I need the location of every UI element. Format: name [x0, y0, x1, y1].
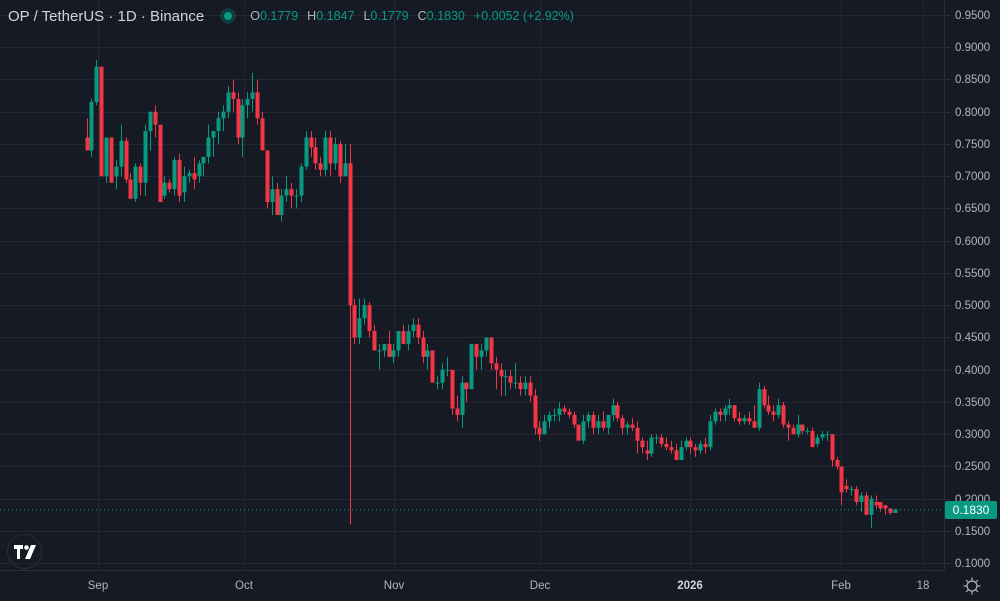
- price-tick-label: 0.9500: [955, 9, 991, 22]
- close-value: 0.1830: [426, 9, 465, 23]
- ohlc-values: O0.1779 H0.1847 L0.1779 C0.1830 +0.0052 …: [250, 9, 574, 23]
- price-tick-label: 0.5500: [955, 267, 991, 280]
- tradingview-logo-icon[interactable]: [7, 534, 42, 569]
- price-tick-label: 0.3500: [955, 396, 991, 409]
- price-tick-label: 0.1000: [955, 557, 991, 570]
- high-value: 0.1847: [316, 9, 355, 23]
- price-tick-label: 0.7500: [955, 138, 991, 151]
- close-label: C: [417, 9, 427, 23]
- price-tick-label: 0.6500: [955, 202, 991, 215]
- price-tick-label: 0.8500: [955, 73, 991, 86]
- price-tick-label: 0.5000: [955, 299, 991, 312]
- price-tick-label: 0.1500: [955, 525, 991, 538]
- price-tick-label: 0.7000: [955, 170, 991, 183]
- market-open-status-icon: [220, 8, 237, 24]
- price-axis[interactable]: 0.9500 0.9000 0.8500 0.8000 0.7500 0.7000 0.65…: [944, 0, 1000, 570]
- price-tick-label: 0.4000: [955, 364, 991, 377]
- price-change: +0.0052 (+2.92%): [473, 9, 574, 23]
- price-tick-label: 0.4500: [955, 331, 991, 344]
- symbol-legend: OP / TetherUS · 1D · Binance O0.1779 H0.…: [8, 6, 574, 26]
- price-tick-label: 0.9000: [955, 41, 991, 54]
- time-tick-label: Dec: [529, 580, 551, 592]
- high-label: H: [307, 9, 317, 23]
- price-tick-label: 0.6000: [955, 235, 991, 248]
- chart-pane[interactable]: [0, 0, 944, 570]
- time-tick-label: 2026: [677, 580, 703, 592]
- time-axis[interactable]: Sep Oct Nov Dec 2026 Feb 18: [0, 570, 944, 601]
- time-tick-label: 18: [916, 580, 930, 592]
- price-tick-label: 0.3000: [955, 428, 991, 441]
- price-tick-label: 0.8000: [955, 106, 991, 119]
- time-tick-label: Feb: [831, 580, 851, 592]
- last-price-badge: 0.1830: [945, 500, 997, 519]
- symbol-title[interactable]: OP / TetherUS · 1D · Binance: [8, 7, 205, 25]
- low-label: L: [363, 9, 371, 23]
- settings-button[interactable]: [962, 576, 982, 596]
- candlestick-chart[interactable]: [0, 0, 944, 570]
- price-tick-label: 0.2500: [955, 460, 991, 473]
- time-tick-label: Oct: [235, 580, 253, 592]
- open-value: 0.1779: [259, 9, 299, 23]
- low-value: 0.1779: [370, 9, 409, 23]
- time-tick-label: Nov: [383, 580, 405, 592]
- gear-icon: [963, 577, 981, 595]
- time-tick-label: Sep: [87, 580, 109, 592]
- open-label: O: [250, 9, 260, 23]
